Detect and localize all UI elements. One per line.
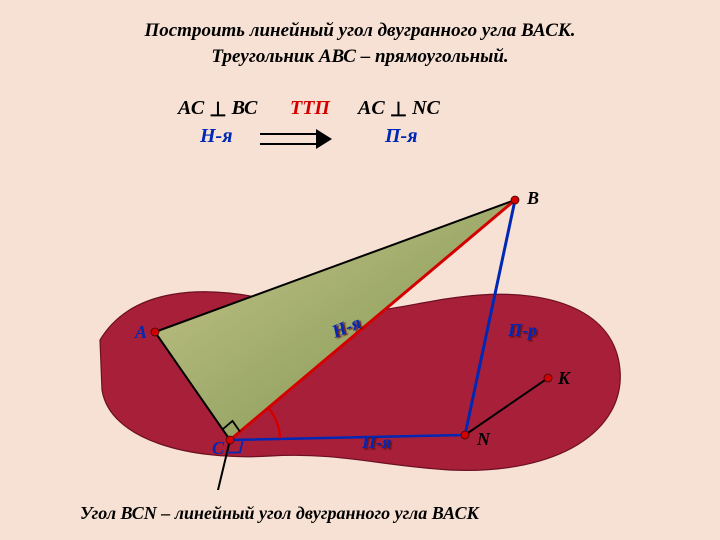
logic-right-sub: П-я bbox=[385, 125, 418, 148]
logic-left: АС ⊥ ВС bbox=[178, 95, 257, 120]
title-line-1: Построить линейный угол двугранного угла… bbox=[0, 18, 720, 44]
logic-left-sub: Н-я bbox=[200, 125, 233, 148]
svg-text:A: A bbox=[134, 322, 147, 342]
svg-text:C: C bbox=[212, 438, 225, 458]
geometry-diagram: ABCNKН-яП-рП-я bbox=[80, 170, 640, 490]
perp-icon-2: ⊥ bbox=[390, 97, 407, 122]
logic-right: AC ⊥ NC bbox=[358, 95, 440, 120]
diagram-svg: ABCNKН-яП-рП-я bbox=[80, 170, 640, 490]
implication-arrow-icon bbox=[260, 130, 330, 150]
svg-text:K: K bbox=[557, 368, 572, 388]
conclusion-text: Угол ВСN – линейный угол двугранного угл… bbox=[0, 503, 720, 524]
svg-text:П-я: П-я bbox=[361, 432, 391, 452]
title-block: Построить линейный угол двугранного угла… bbox=[0, 0, 720, 69]
title-line-2: Треугольник АВС – прямоугольный. bbox=[0, 44, 720, 70]
svg-text:B: B bbox=[526, 188, 539, 208]
perp-icon: ⊥ bbox=[209, 97, 226, 122]
logic-ttp: ТТП bbox=[290, 97, 330, 120]
logic-right-b: NC bbox=[412, 97, 440, 119]
logic-right-a: AC bbox=[358, 97, 385, 119]
logic-left-a: АС bbox=[178, 97, 204, 119]
svg-text:П-р: П-р bbox=[507, 320, 537, 340]
svg-text:N: N bbox=[476, 429, 491, 449]
logic-left-b: ВС bbox=[232, 97, 258, 119]
